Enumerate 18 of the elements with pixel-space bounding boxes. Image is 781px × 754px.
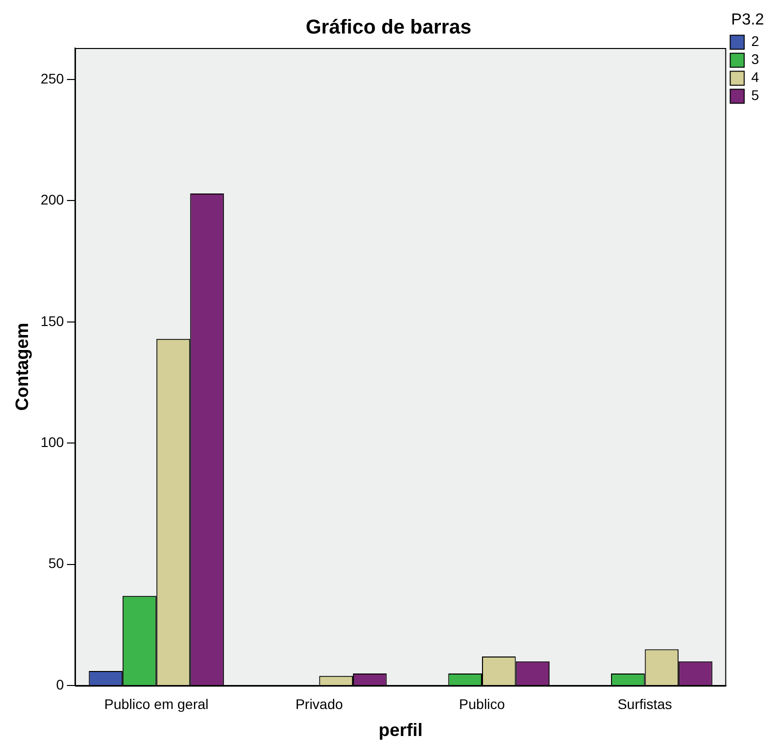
x-tick-label: Privado xyxy=(295,696,344,712)
y-tick-label: 150 xyxy=(40,312,64,329)
y-tick-label: 100 xyxy=(40,434,64,450)
legend-label: 2 xyxy=(751,33,760,50)
legend-title: P3.2 xyxy=(731,11,764,28)
legend-label: 5 xyxy=(751,87,760,104)
y-axis-title: Contagem xyxy=(12,322,32,411)
y-tick-label: 50 xyxy=(48,555,64,572)
chart-title: Gráfico de barras xyxy=(306,16,472,39)
x-tick-label: Publico em geral xyxy=(104,696,209,712)
y-tick-label: 0 xyxy=(56,676,64,692)
x-tick-label: Publico xyxy=(459,696,506,712)
legend-label: 3 xyxy=(751,51,760,68)
x-tick-label: Surfistas xyxy=(618,696,672,712)
legend-label: 4 xyxy=(751,69,760,86)
y-tick-label: 250 xyxy=(40,70,64,86)
x-axis-title: perfil xyxy=(378,720,423,740)
y-tick-label: 200 xyxy=(40,192,64,208)
